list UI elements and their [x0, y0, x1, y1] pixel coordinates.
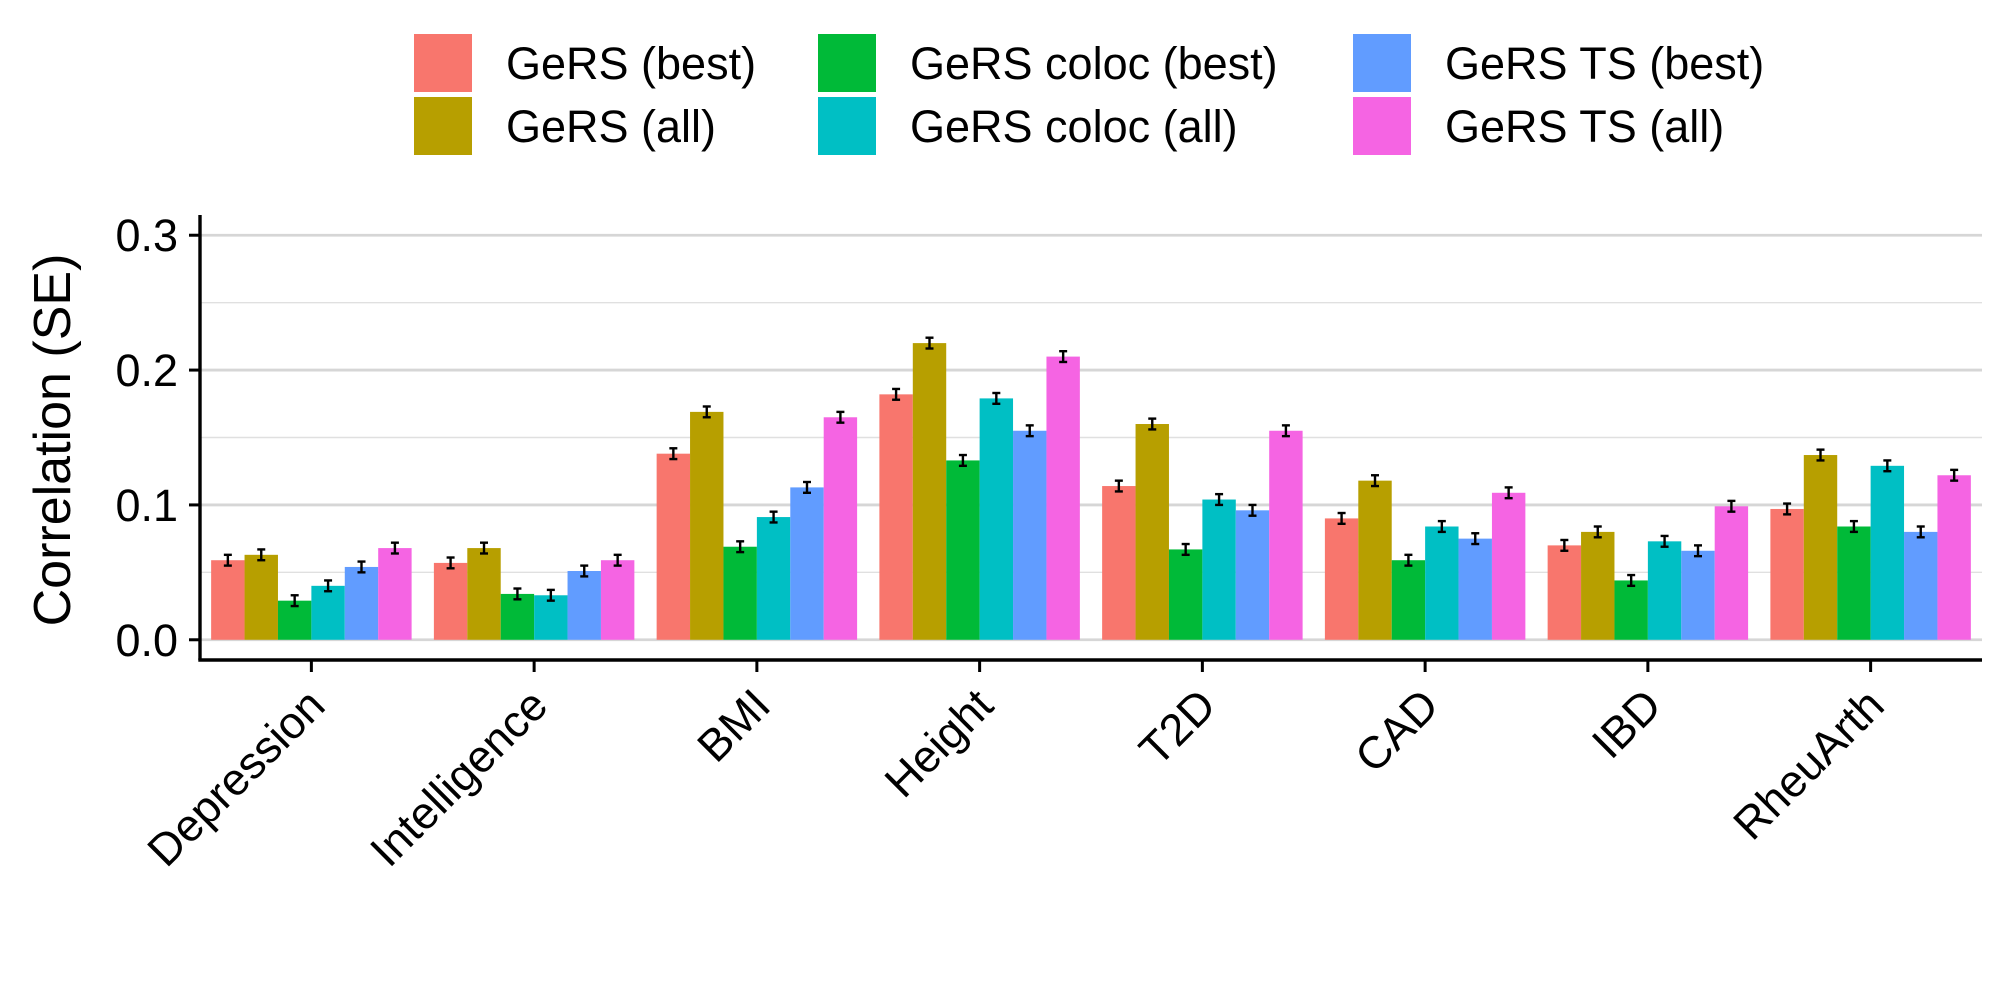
legend-item-gers-ts-all: GeRS TS (all) [1353, 97, 1724, 155]
bar-gers-all-t2d [1135, 424, 1169, 640]
x-tick-label-ibd: IBD [1582, 679, 1671, 768]
bar-gers-ts-all-depression [378, 548, 412, 640]
bar-gers-ts-best-cad [1458, 538, 1492, 640]
x-tick-label-intelligence: Intelligence [360, 679, 557, 876]
error-bars [223, 336, 1959, 608]
x-tick-label-height: Height [875, 679, 1003, 807]
bar-gers-coloc-all-ibd [1647, 541, 1682, 640]
bar-gers-ts-all-intelligence [600, 560, 635, 640]
y-tick-label: 0.0 [115, 615, 178, 666]
legend-item-gers-coloc-all: GeRS coloc (all) [818, 97, 1238, 155]
axes [189, 215, 1982, 672]
bar-gers-coloc-best-intelligence [500, 593, 535, 640]
x-tick-label-depression: Depression [137, 679, 334, 876]
bar-gers-best-bmi [656, 453, 691, 640]
bar-gers-coloc-best-rheuarth [1837, 526, 1871, 640]
y-tick-label: 0.3 [115, 210, 178, 261]
bar-gers-all-cad [1358, 480, 1392, 640]
bar-gers-coloc-all-cad [1425, 526, 1459, 640]
legend-swatch [1353, 97, 1411, 155]
bar-gers-best-cad [1324, 518, 1359, 640]
y-tick-label: 0.1 [115, 480, 178, 531]
bar-gers-coloc-best-height [946, 460, 980, 640]
bar-gers-ts-best-bmi [790, 487, 824, 640]
bar-gers-ts-all-ibd [1714, 506, 1749, 640]
y-tick-label: 0.2 [115, 345, 178, 396]
legend-label: GeRS (best) [506, 38, 756, 89]
bar-gers-ts-best-depression [344, 566, 379, 640]
bar-gers-coloc-all-intelligence [534, 595, 568, 640]
bar-gers-best-t2d [1102, 486, 1136, 640]
bar-gers-ts-best-intelligence [567, 571, 601, 640]
bar-gers-coloc-all-height [979, 398, 1014, 640]
legend-label: GeRS coloc (all) [910, 101, 1238, 152]
bar-gers-all-height [912, 343, 947, 640]
bar-gers-ts-all-t2d [1269, 430, 1303, 640]
legend-swatch [414, 34, 472, 92]
bar-gers-coloc-best-cad [1391, 560, 1426, 640]
legend-item-gers-best: GeRS (best) [414, 34, 756, 92]
bar-gers-all-ibd [1581, 531, 1615, 640]
legend-item-gers-coloc-best: GeRS coloc (best) [818, 34, 1278, 92]
bar-gers-ts-all-rheuarth [1937, 475, 1971, 640]
bar-gers-coloc-all-rheuarth [1870, 465, 1905, 640]
bar-gers-ts-all-bmi [823, 417, 858, 640]
y-axis-title: Correlation (SE) [24, 254, 82, 627]
bar-gers-coloc-all-t2d [1202, 499, 1236, 640]
bar-gers-ts-best-ibd [1681, 550, 1715, 640]
bar-gers-best-rheuarth [1770, 508, 1804, 640]
bar-gers-all-bmi [690, 411, 724, 640]
bar-gers-coloc-best-ibd [1614, 580, 1648, 640]
bar-gers-ts-best-t2d [1235, 510, 1270, 640]
legend-swatch [1353, 34, 1411, 92]
bar-gers-all-rheuarth [1803, 455, 1838, 640]
bar-gers-best-intelligence [433, 562, 468, 640]
bar-gers-best-depression [211, 560, 245, 640]
legend-label: GeRS TS (best) [1445, 38, 1764, 89]
bar-gers-all-intelligence [467, 548, 501, 640]
legend: GeRS (best) GeRS (all) GeRS coloc (best) Ge… [414, 34, 1764, 155]
bar-gers-coloc-best-bmi [723, 546, 757, 640]
legend-swatch [818, 34, 876, 92]
legend-swatch [818, 97, 876, 155]
legend-label: GeRS (all) [506, 101, 716, 152]
legend-label: GeRS coloc (best) [910, 38, 1278, 89]
bar-gers-ts-all-cad [1491, 492, 1526, 640]
legend-item-gers-all: GeRS (all) [414, 97, 716, 155]
bars [211, 343, 1971, 640]
bar-gers-ts-all-height [1046, 356, 1080, 640]
bar-gers-best-height [879, 394, 913, 640]
x-tick-label-rheuarth: RheuArth [1723, 679, 1893, 849]
bar-gers-ts-best-height [1013, 430, 1047, 640]
x-tick-label-cad: CAD [1345, 679, 1448, 782]
x-tick-label-bmi: BMI [687, 679, 780, 772]
bar-gers-coloc-all-depression [311, 585, 345, 640]
bar-gers-best-ibd [1547, 545, 1582, 640]
bar-gers-coloc-all-bmi [756, 517, 791, 640]
bar-gers-coloc-best-t2d [1168, 549, 1203, 640]
legend-label: GeRS TS (all) [1445, 101, 1724, 152]
x-tick-label-t2d: T2D [1129, 679, 1225, 775]
bar-gers-all-depression [244, 554, 278, 640]
legend-item-gers-ts-best: GeRS TS (best) [1353, 34, 1764, 92]
legend-swatch [414, 97, 472, 155]
bar-gers-ts-best-rheuarth [1904, 531, 1938, 640]
